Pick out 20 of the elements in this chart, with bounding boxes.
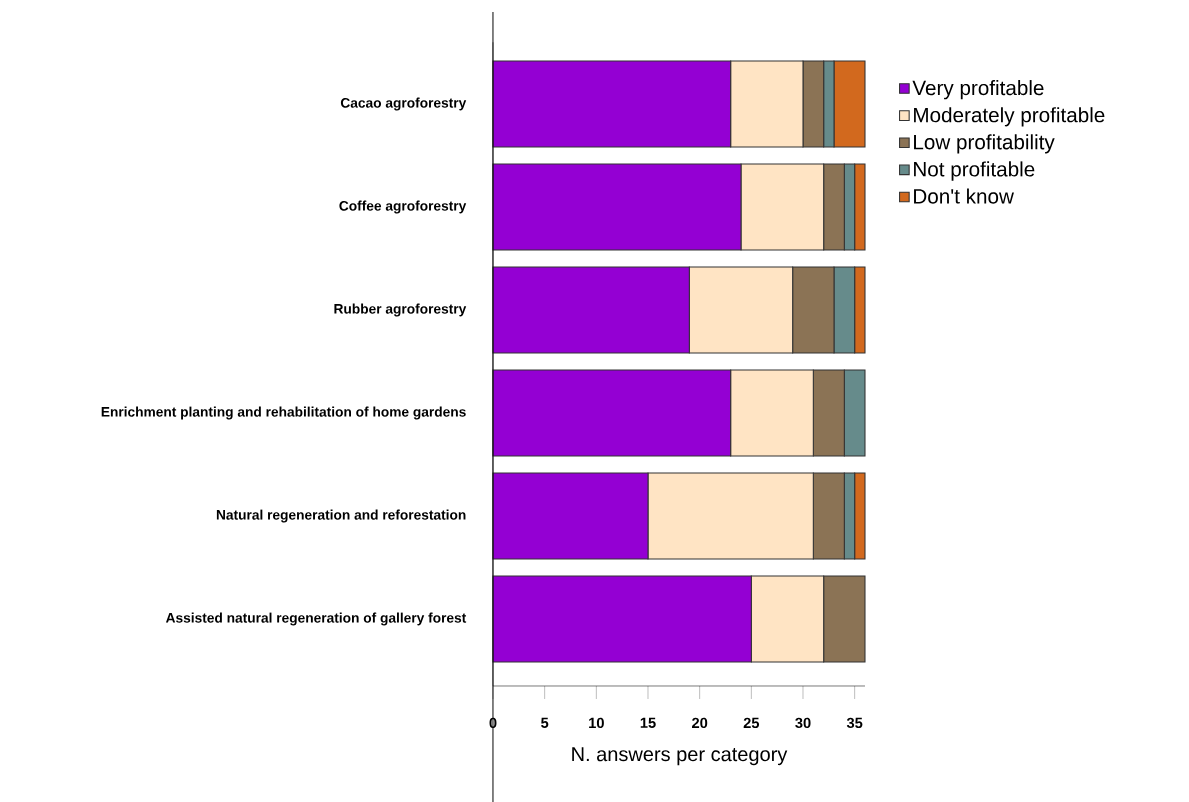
- legend-label: Not profitable: [914, 161, 1035, 181]
- x-tick-label: 35: [846, 717, 863, 729]
- x-tick-label: 5: [541, 717, 549, 728]
- legend-label: Very profitable: [912, 80, 1044, 100]
- x-tick-label: 15: [640, 717, 656, 728]
- y-tick-label: Rubber agroforestry: [334, 303, 467, 317]
- legend-label: Moderately profitable: [914, 107, 1105, 127]
- y-tick-label: Enrichment planting and rehabilitation of home gardens: [101, 406, 466, 420]
- y-tick-label: Assisted natural regeneration of gallery forest: [165, 612, 467, 626]
- x-axis-title: N. answers per category: [572, 747, 788, 766]
- y-tick-label: Natural regeneration and reforestation: [216, 509, 466, 523]
- y-tick-label: Coffee agroforestry: [339, 200, 467, 214]
- x-tick-label: 10: [589, 717, 604, 729]
- x-tick-label: 20: [692, 717, 708, 729]
- x-tick-label: 30: [795, 717, 811, 729]
- legend-label: Low profitability: [914, 134, 1055, 154]
- x-tick-label: 25: [743, 717, 760, 729]
- y-tick-label: Cacao agroforestry: [340, 97, 467, 111]
- legend-label: Don't know: [914, 188, 1014, 204]
- x-tick-label: 0: [489, 717, 497, 729]
